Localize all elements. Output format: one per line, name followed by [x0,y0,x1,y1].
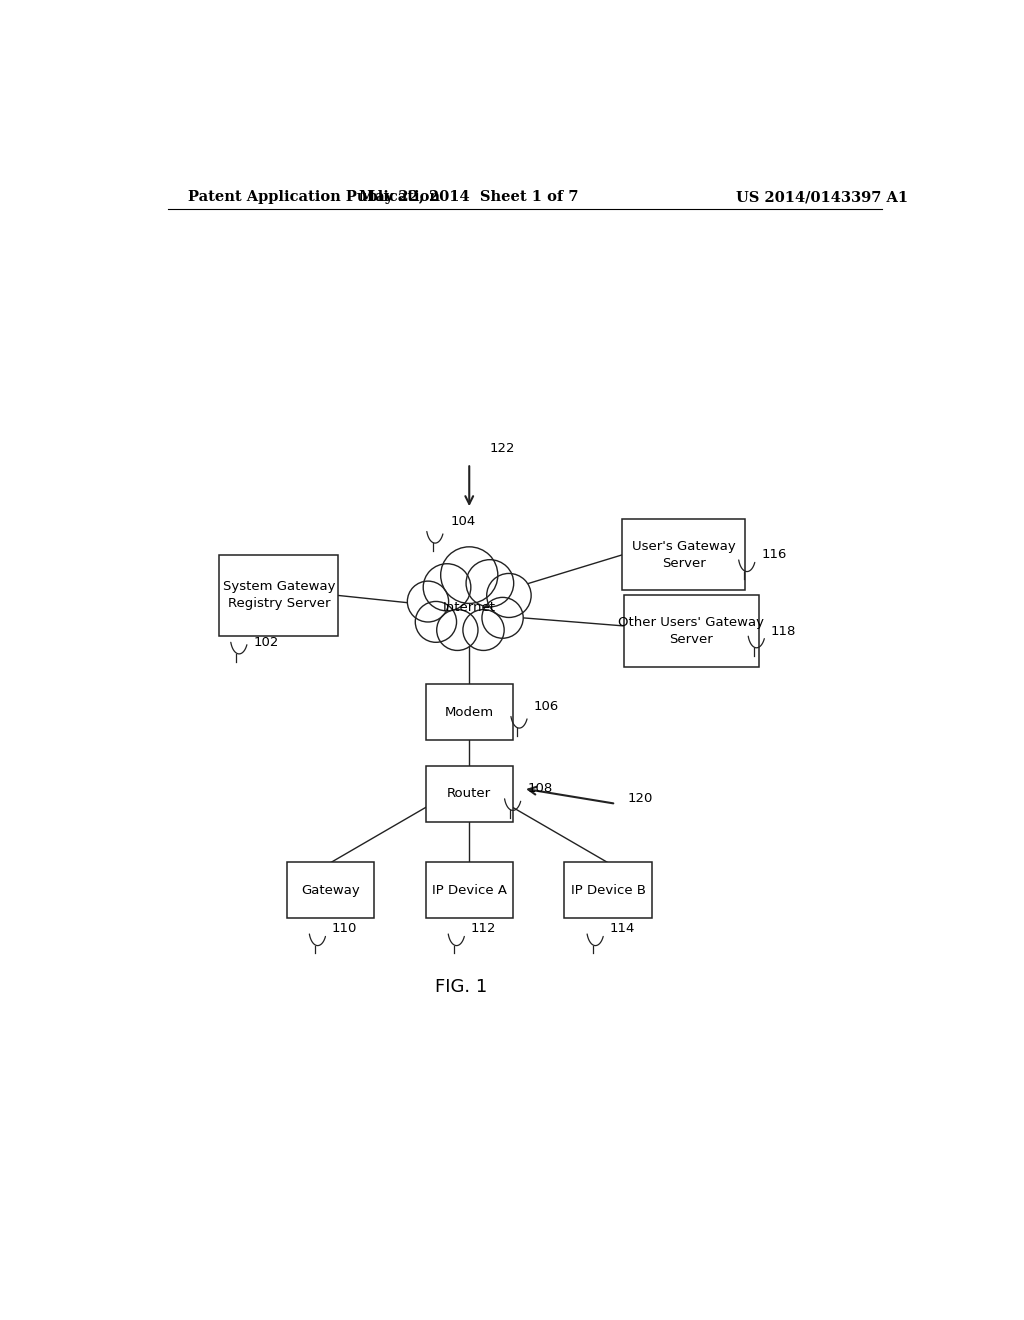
Text: IP Device B: IP Device B [570,883,645,896]
Text: Other Users' Gateway
Server: Other Users' Gateway Server [618,616,765,645]
FancyBboxPatch shape [426,766,513,821]
Text: 112: 112 [471,923,497,936]
Text: Modem: Modem [444,706,494,719]
Ellipse shape [482,598,523,639]
Text: System Gateway
Registry Server: System Gateway Registry Server [222,581,335,610]
Ellipse shape [436,610,478,651]
Ellipse shape [486,573,531,618]
Text: User's Gateway
Server: User's Gateway Server [632,540,735,570]
Ellipse shape [416,602,457,643]
Ellipse shape [466,560,514,607]
FancyBboxPatch shape [624,595,759,667]
FancyBboxPatch shape [287,862,374,919]
Ellipse shape [423,564,471,611]
Text: Router: Router [447,787,492,800]
Text: 110: 110 [332,923,357,936]
Text: Internet: Internet [442,601,496,614]
Text: 104: 104 [451,515,475,528]
Text: US 2014/0143397 A1: US 2014/0143397 A1 [736,190,908,205]
Text: 106: 106 [534,700,559,713]
Text: IP Device A: IP Device A [432,883,507,896]
FancyBboxPatch shape [622,519,745,590]
Text: 118: 118 [771,624,797,638]
Ellipse shape [463,610,504,651]
Text: May 22, 2014  Sheet 1 of 7: May 22, 2014 Sheet 1 of 7 [359,190,579,205]
Text: 116: 116 [761,548,786,561]
FancyBboxPatch shape [219,554,338,636]
Text: 108: 108 [527,781,552,795]
Text: 114: 114 [609,923,635,936]
Text: 122: 122 [489,442,515,454]
Ellipse shape [408,581,449,622]
Text: FIG. 1: FIG. 1 [435,978,487,995]
Ellipse shape [440,546,498,603]
Text: Gateway: Gateway [301,883,359,896]
Text: Patent Application Publication: Patent Application Publication [187,190,439,205]
FancyBboxPatch shape [426,684,513,741]
FancyBboxPatch shape [564,862,651,919]
FancyBboxPatch shape [426,862,513,919]
Text: 102: 102 [253,636,279,648]
Text: 120: 120 [628,792,653,805]
